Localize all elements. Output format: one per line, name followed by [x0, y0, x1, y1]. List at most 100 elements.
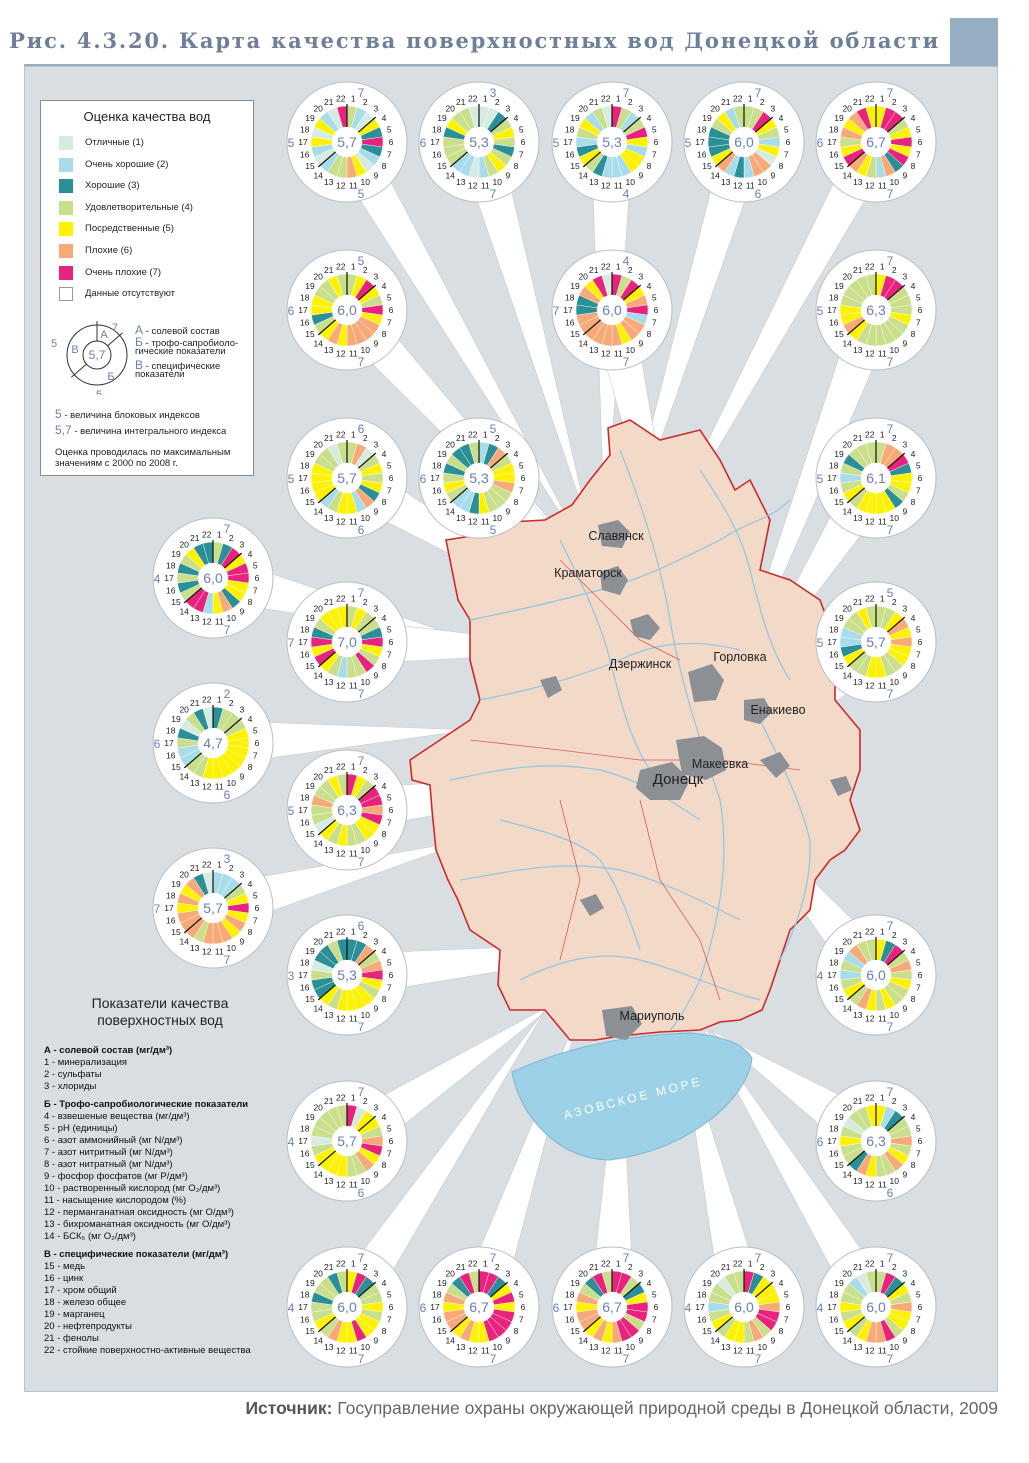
sector-number: 7	[519, 1314, 524, 1324]
sector-number: 13	[324, 677, 334, 687]
sector-number: 9	[505, 506, 510, 516]
sector-number: 15	[834, 497, 844, 507]
sector-number: 5	[916, 461, 921, 471]
integral-index: 5,3	[602, 134, 622, 150]
example-divider	[107, 332, 123, 347]
block-divider	[886, 949, 906, 966]
index-core	[198, 563, 228, 593]
block-divider	[357, 949, 377, 966]
sector-number: 17	[827, 637, 837, 647]
sector-number: 9	[239, 771, 244, 781]
sector-number: 10	[890, 177, 900, 187]
sector-number: 16	[829, 1314, 839, 1324]
sector-number: 4	[647, 1278, 652, 1288]
sector-number: 7	[652, 149, 657, 159]
indicator-item: 15 - медь	[44, 1261, 86, 1272]
legend-swatch	[59, 136, 73, 150]
index-core	[332, 295, 362, 325]
sector-number: 16	[300, 149, 310, 159]
sector-number: 3	[505, 440, 510, 450]
sector-number: 2	[495, 1262, 500, 1272]
sector-number: 17	[563, 137, 573, 147]
sector-number: 19	[171, 549, 181, 559]
sector-number: 5	[253, 726, 258, 736]
sector-number: 5	[916, 293, 921, 303]
block-index-b: 7	[887, 1020, 894, 1034]
sector-number: 2	[363, 765, 368, 775]
block-index-v: 7	[288, 636, 295, 650]
integral-index: 5,7	[337, 1133, 357, 1149]
sector-number: 6	[521, 1302, 526, 1312]
sector-number: 5	[387, 293, 392, 303]
sector-number: 10	[890, 345, 900, 355]
sector-number: 9	[770, 170, 775, 180]
sector-number: 2	[363, 433, 368, 443]
sector-number: 7	[387, 1314, 392, 1324]
sector-number: 14	[710, 1335, 720, 1345]
sector-number: 16	[829, 649, 839, 659]
sector-number: 7	[387, 817, 392, 827]
sector-number: 13	[589, 1342, 599, 1352]
sector-number: 16	[697, 149, 707, 159]
sector-number: 22	[202, 694, 212, 704]
index-core	[861, 463, 891, 493]
block-divider	[582, 1316, 602, 1333]
sector-number: 10	[361, 845, 371, 855]
block-divider	[183, 917, 203, 934]
block-divider	[317, 1316, 337, 1333]
block-divider	[183, 587, 203, 604]
sector-number: 13	[456, 1342, 466, 1352]
block-index-v: 5	[288, 804, 295, 818]
index-core	[861, 127, 891, 157]
block-index-v: 6	[288, 304, 295, 318]
sector-number: 21	[853, 1262, 863, 1272]
sector-number: 11	[349, 517, 358, 527]
block-index-a: 4	[623, 254, 630, 268]
sector-number: 9	[373, 1169, 378, 1179]
sector-number: 2	[628, 1262, 633, 1272]
legend-block-explanation: гические показатели	[135, 346, 226, 357]
sector-number: 19	[305, 781, 315, 791]
sector-number: 14	[578, 338, 588, 348]
sector-number: 10	[626, 345, 636, 355]
index-core	[332, 1126, 362, 1156]
block-divider	[846, 487, 866, 504]
block-index-v: 4	[154, 572, 161, 586]
sector-number: 5	[784, 125, 789, 135]
sector-number: 4	[382, 781, 387, 791]
sector-number: 12	[336, 1180, 346, 1190]
sector-number: 12	[865, 517, 875, 527]
sector-number: 22	[733, 1258, 743, 1268]
sector-number: 9	[902, 670, 907, 680]
example-index-b: 5	[96, 389, 102, 395]
sector-number: 10	[227, 943, 237, 953]
sector-number: 5	[519, 1290, 524, 1300]
sector-number: 10	[890, 1342, 900, 1352]
sector-number: 11	[746, 181, 755, 191]
sector-number: 17	[164, 738, 174, 748]
block-index-a: 7	[887, 422, 894, 436]
sector-number: 16	[697, 1314, 707, 1324]
sector-number: 5	[784, 1290, 789, 1300]
sector-number: 18	[432, 1290, 442, 1300]
legend-swatch	[59, 179, 73, 194]
sector-number: 4	[911, 113, 916, 123]
sector-number: 1	[351, 593, 356, 603]
sector-number: 15	[570, 329, 580, 339]
legend-label: Отличные (1)	[85, 137, 144, 148]
sector-number: 10	[626, 1342, 636, 1352]
rivers	[449, 449, 811, 1031]
sector-number: 15	[702, 1326, 712, 1336]
sector-number: 12	[733, 181, 743, 191]
sector-number: 12	[202, 947, 212, 957]
sector-number: 18	[300, 293, 310, 303]
map-label: Мариуполь	[620, 1009, 685, 1023]
legend-label: Очень плохие (7)	[85, 266, 162, 278]
example-index-v: 5	[51, 338, 57, 350]
legend-title: Оценка качества вод	[83, 109, 211, 124]
index-core	[861, 627, 891, 657]
